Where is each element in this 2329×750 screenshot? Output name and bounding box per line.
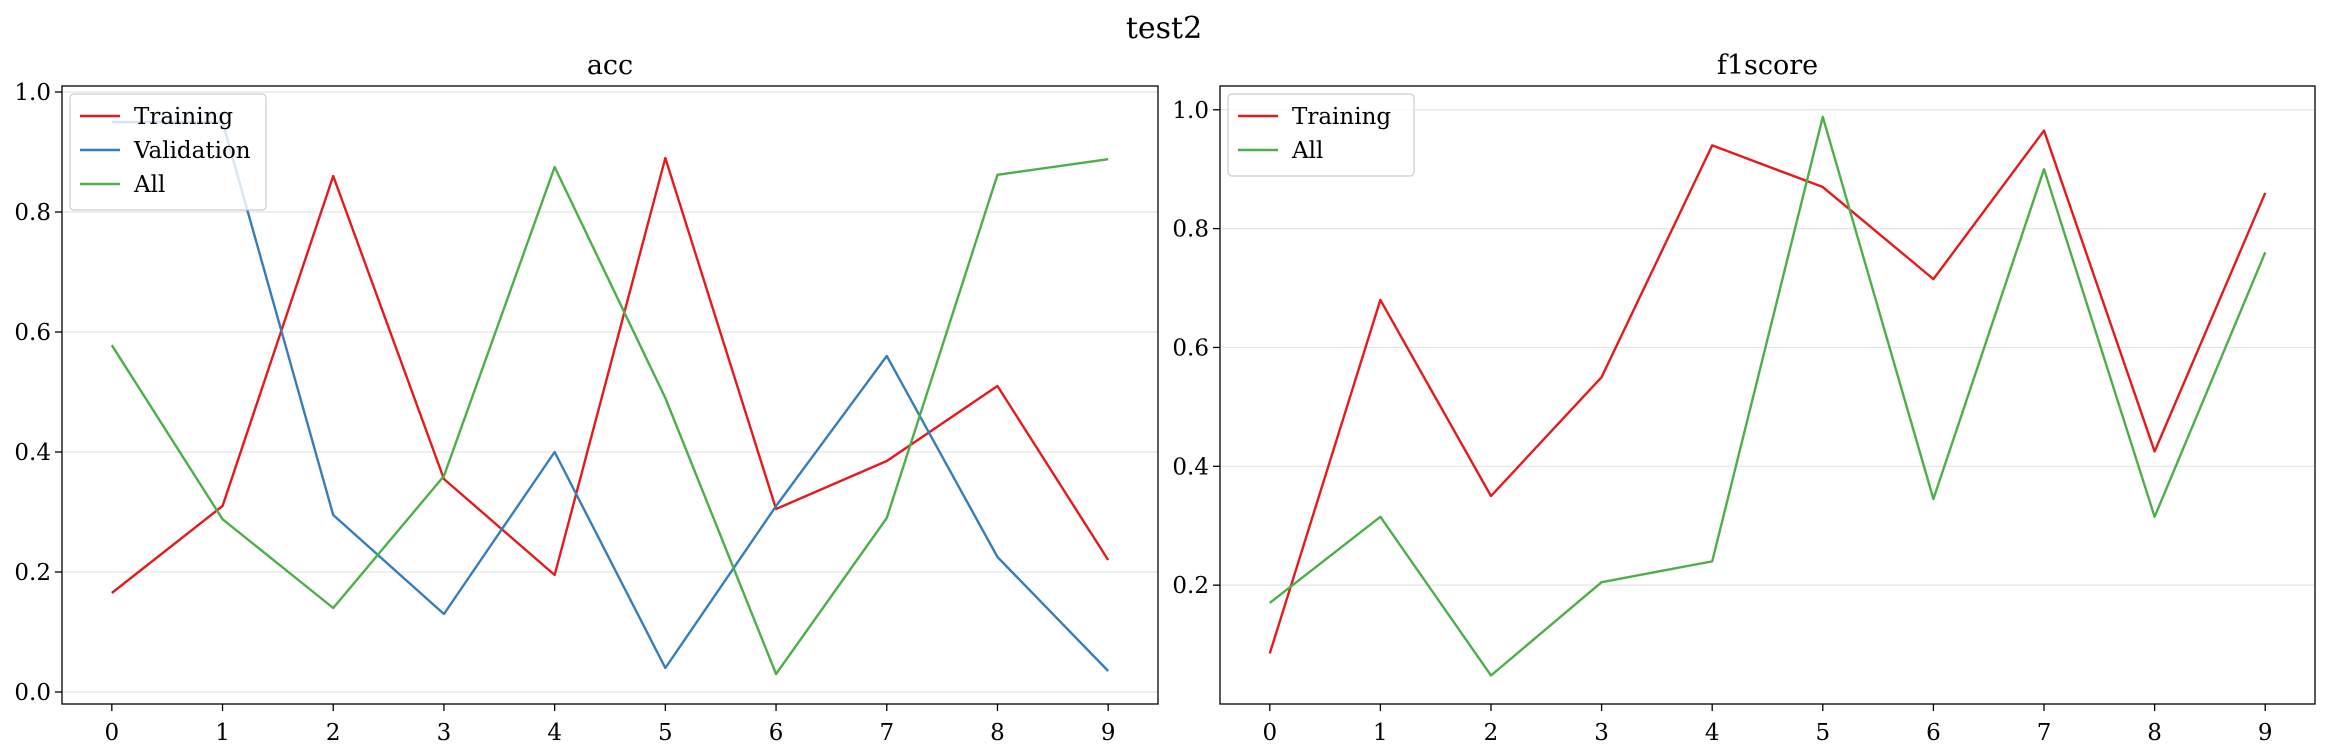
axes-frame [61,85,1159,705]
axes-frame [1219,85,2316,705]
legend-box [1227,93,1415,177]
legend-label: All [133,172,165,198]
x-tick-label: 5 [1815,720,1830,746]
legend-label: All [1291,138,1323,164]
x-tick-label: 6 [1926,720,1941,746]
x-tick-label: 9 [1101,720,1116,746]
x-tick-label: 8 [990,720,1005,746]
legend-label: Validation [133,138,251,164]
x-tick-label: 2 [326,720,341,746]
y-tick-label: 0.0 [14,680,51,706]
x-tick-label: 7 [879,720,894,746]
y-tick-label: 1.0 [14,80,51,106]
x-tick-label: 2 [1484,720,1499,746]
figure-title: test2 [1126,11,1202,46]
chart-panel-f1score: 0.2 0.4 0.6 0.8 1.0 0 1 2 3 4 5 6 7 8 9 f1score Training… [1172,50,2316,746]
chart-title: acc [587,50,633,81]
series-line-all [1269,115,2267,677]
legend-label: Training [134,104,233,130]
legend-label: Training [1292,104,1391,130]
y-tick-label: 1.0 [1172,98,1209,124]
x-tick-label: 0 [1262,720,1277,746]
chart-panel-acc: 0.0 0.2 0.4 0.6 0.8 1.0 0 1 2 3 4 5 6 7 8 9 acc Training V… [14,50,1159,746]
x-tick-label: 7 [2037,720,2052,746]
x-tick-label: 3 [437,720,452,746]
chart-title: f1score [1717,50,1818,81]
series-line-training [111,156,1110,594]
x-tick-label: 8 [2147,720,2162,746]
legend: Training Validation All [69,93,267,211]
y-tick-label: 0.6 [14,320,51,346]
series-line-training [1268,129,2267,654]
x-tick-label: 1 [215,720,230,746]
axes-layer: 0.0 0.2 0.4 0.6 0.8 1.0 0 1 2 3 4 5 6 7 8 9 acc Training V… [14,50,2316,746]
x-tick-label: 1 [1373,720,1388,746]
legend: Training All [1227,93,1415,177]
x-tick-label: 0 [104,720,119,746]
series-line-validation [111,120,1110,672]
x-tick-label: 3 [1594,720,1609,746]
x-tick-label: 4 [1705,720,1720,746]
y-tick-label: 0.2 [14,560,51,586]
y-tick-label: 0.8 [14,200,51,226]
y-tick-label: 0.4 [1172,454,1209,480]
x-tick-label: 9 [2258,720,2273,746]
y-tick-label: 0.2 [1172,573,1209,599]
series-line-all [110,158,1109,676]
y-tick-label: 0.6 [1172,335,1209,361]
y-tick-label: 0.8 [1172,217,1209,243]
x-tick-label: 6 [769,720,784,746]
x-tick-label: 5 [658,720,673,746]
x-tick-label: 4 [547,720,562,746]
legend-box [69,93,267,211]
y-tick-label: 0.4 [14,440,51,466]
